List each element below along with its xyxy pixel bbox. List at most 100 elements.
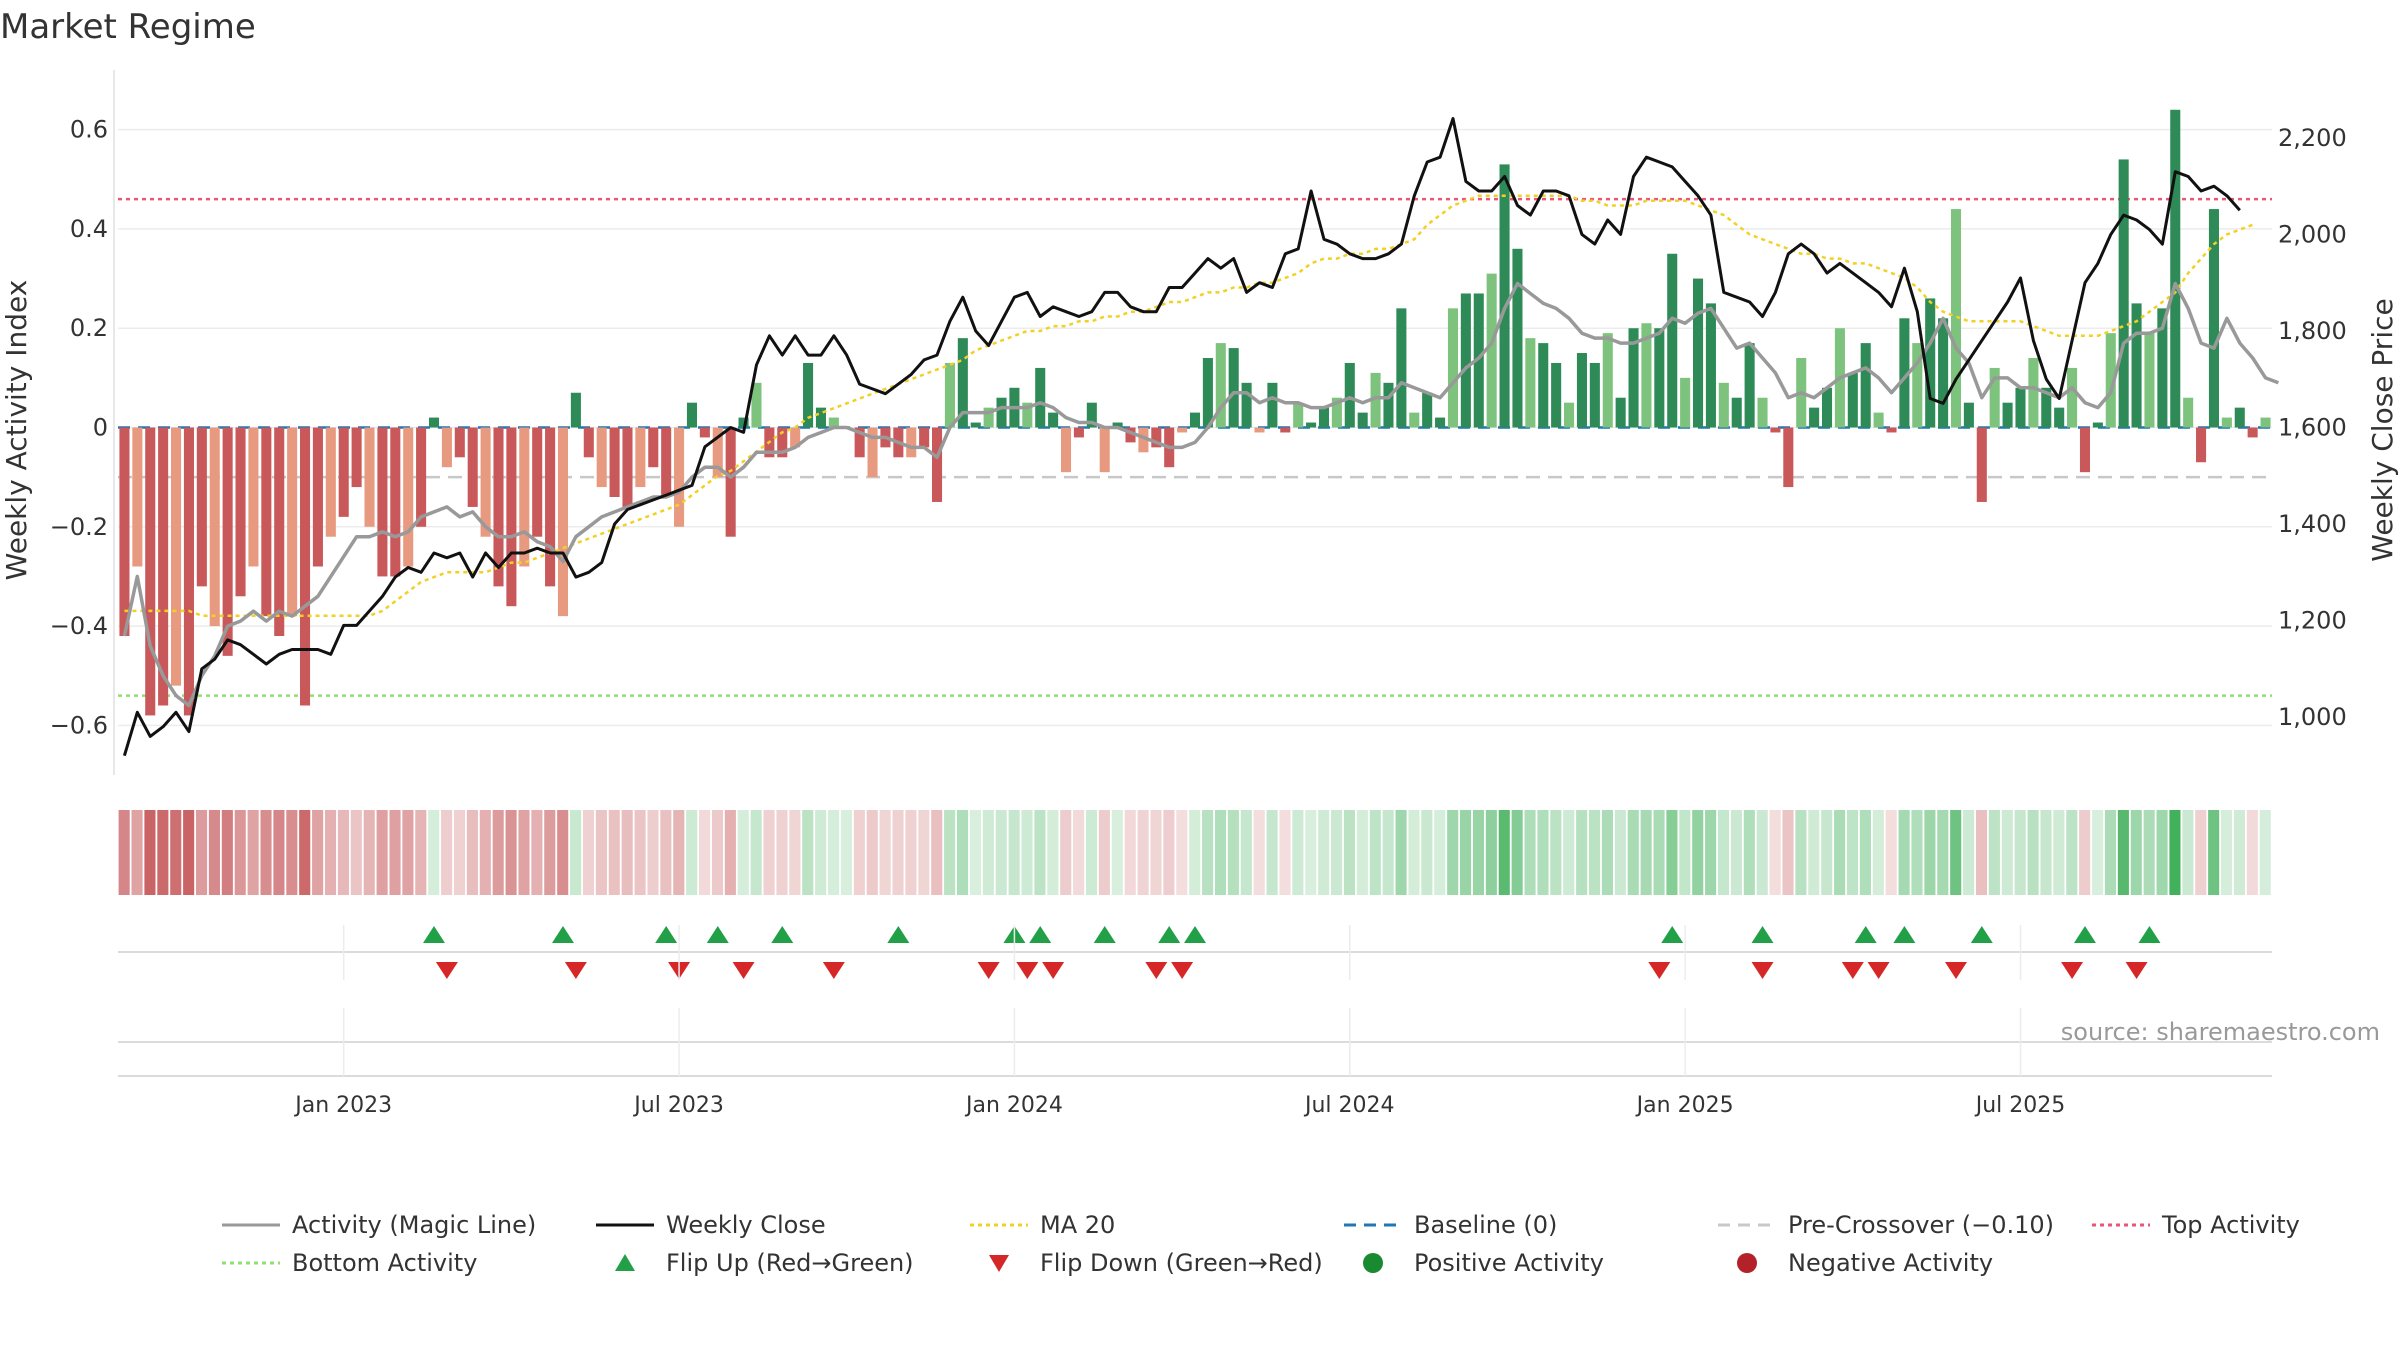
activity-bar: [235, 427, 246, 597]
regime-strip: [118, 810, 2271, 895]
activity-bar: [738, 417, 749, 428]
flip-down-marker: [822, 962, 845, 979]
regime-cell: [183, 810, 195, 895]
activity-bar: [1654, 328, 1665, 428]
regime-cell: [1705, 810, 1717, 895]
activity-bar: [1809, 407, 1820, 428]
regime-cell: [982, 810, 994, 895]
y2-tick-label: 2,200: [2278, 124, 2347, 152]
y2-tick-label: 1,000: [2278, 703, 2347, 731]
regime-cell: [1911, 810, 1923, 895]
y-tick-label: −0.4: [50, 612, 108, 640]
activity-bar: [1860, 343, 1871, 428]
regime-cell: [1588, 810, 1601, 895]
regime-cell: [969, 810, 981, 895]
flip-down-marker: [1042, 962, 1065, 979]
regime-cell: [1524, 810, 1536, 895]
activity-bar: [1744, 343, 1755, 428]
legend-swatch: [989, 1255, 1009, 1272]
regime-cell: [1060, 810, 1072, 895]
activity-bar: [635, 427, 646, 488]
flip-up-marker: [551, 926, 574, 943]
activity-bar: [1189, 412, 1201, 428]
flip-down-marker: [1867, 962, 1890, 979]
regime-cell: [1331, 810, 1343, 895]
ma20-line: [124, 194, 2254, 617]
regime-cell: [711, 810, 724, 895]
flip-down-marker: [564, 962, 587, 979]
regime-cell: [1498, 810, 1510, 895]
flip-up-marker: [1029, 926, 1052, 943]
y2-tick-label: 1,800: [2278, 317, 2347, 345]
activity-bar: [2028, 358, 2039, 428]
regime-cell: [776, 810, 788, 895]
regime-cell: [557, 810, 569, 895]
regime-cell: [1769, 810, 1781, 895]
activity-bar: [1447, 308, 1458, 428]
legend-item: Positive Activity: [1363, 1249, 1604, 1277]
activity-bar: [390, 427, 401, 577]
activity-bar: [416, 427, 427, 527]
regime-cell: [1343, 810, 1356, 895]
legend-label: Positive Activity: [1414, 1249, 1604, 1277]
activity-bar: [712, 427, 723, 478]
activity-bar: [1680, 377, 1691, 428]
activity-bar: [1086, 402, 1097, 428]
regime-cell: [247, 810, 259, 895]
regime-cell: [1073, 810, 1085, 895]
regime-cell: [763, 810, 775, 895]
activity-bar: [1060, 427, 1072, 473]
regime-cell: [1885, 810, 1897, 895]
activity-bar: [1925, 298, 1936, 428]
activity-bar: [906, 427, 917, 458]
activity-bar: [351, 427, 362, 488]
activity-bar: [609, 427, 620, 497]
legend-label: Weekly Close: [666, 1211, 826, 1239]
activity-bar: [1460, 293, 1471, 428]
regime-cell: [1950, 810, 1962, 895]
regime-cell: [892, 810, 904, 895]
activity-bar: [428, 417, 440, 428]
regime-cell: [1550, 810, 1562, 895]
regime-cell: [1640, 810, 1652, 895]
regime-cell: [441, 810, 453, 895]
activity-bar: [1525, 338, 1536, 428]
regime-cell: [1653, 810, 1665, 895]
legend-swatch: [615, 1254, 635, 1271]
regime-cell: [1163, 810, 1175, 895]
activity-bar: [854, 427, 865, 458]
activity-bar: [2260, 417, 2271, 428]
activity-bar: [1306, 422, 1317, 428]
activity-bar: [828, 417, 839, 428]
activity-bar: [145, 427, 156, 716]
activity-bar: [1499, 164, 1510, 428]
flip-up-marker: [1970, 926, 1993, 943]
regime-cell: [905, 810, 917, 895]
regime-cell: [312, 810, 324, 895]
regime-cell: [956, 810, 969, 895]
activity-bar: [1615, 397, 1626, 428]
regime-cell: [866, 810, 878, 895]
activity-bar: [493, 427, 504, 587]
activity-bar: [2079, 427, 2091, 473]
activity-bar: [2092, 422, 2103, 428]
activity-bar: [970, 422, 981, 428]
flip-markers: [118, 926, 2272, 979]
legend: Activity (Magic Line) Weekly Close MA 20 Ba…: [222, 1211, 2300, 1277]
regime-cell: [634, 810, 646, 895]
regime-cell: [1047, 810, 1059, 895]
activity-bar: [996, 397, 1007, 428]
activity-bar: [1538, 343, 1549, 428]
activity-bar: [1757, 397, 1768, 428]
regime-cell: [686, 810, 698, 895]
regime-cell: [1537, 810, 1549, 895]
source-note: source: sharemaestro.com: [2061, 1018, 2380, 1046]
regime-cell: [789, 810, 801, 895]
activity-bar: [1886, 427, 1897, 433]
activity-bar: [1228, 348, 1239, 428]
regime-cell: [1008, 810, 1020, 895]
activity-bar: [1731, 397, 1742, 428]
flip-down-marker: [1751, 962, 1774, 979]
